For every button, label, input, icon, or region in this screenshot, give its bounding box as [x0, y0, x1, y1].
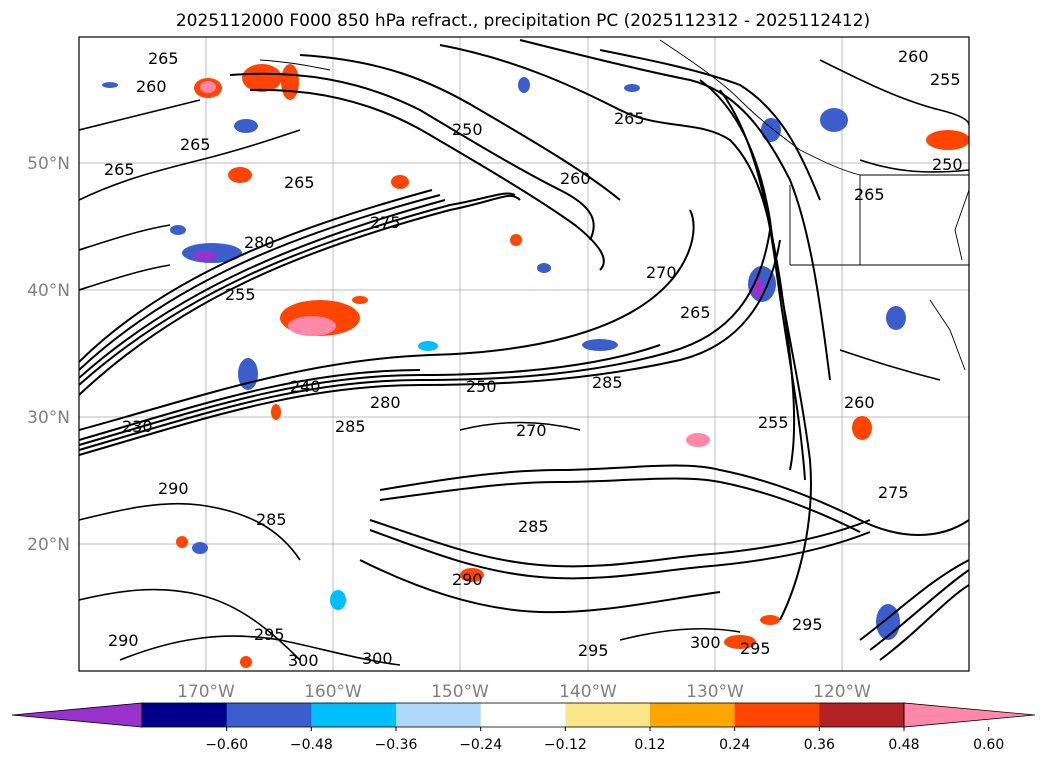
- colorbar-segment: [142, 703, 228, 727]
- colorbar-tick-label: −0.48: [290, 737, 333, 753]
- contour-label: 270: [646, 263, 677, 282]
- contour-label: 290: [452, 570, 483, 589]
- contour-label: 300: [288, 651, 319, 670]
- colorbar-tick-label: 0.48: [888, 737, 919, 753]
- contour-label: 260: [136, 77, 167, 96]
- contour-label: 280: [244, 233, 275, 252]
- contour-label: 265: [680, 303, 711, 322]
- lon-label: 170°W: [177, 682, 235, 702]
- latitude-labels: 50°N 40°N 30°N 20°N: [27, 154, 70, 555]
- colorbar-tick-label: 0.36: [804, 737, 835, 753]
- contour-label: 250: [932, 155, 963, 174]
- colorbar-tick-label: −0.36: [375, 737, 418, 753]
- contour-label: 300: [690, 633, 721, 652]
- colorbar-segment: [311, 703, 397, 727]
- colorbar-extend-max: [903, 702, 1036, 728]
- colorbar-tick-label: 0.12: [634, 737, 665, 753]
- contour-label: 265: [180, 135, 211, 154]
- contour-label: 295: [578, 641, 609, 660]
- contour-label: 275: [878, 483, 909, 502]
- lat-label: 20°N: [27, 535, 70, 555]
- lon-label: 150°W: [431, 682, 489, 702]
- lon-label: 160°W: [304, 682, 362, 702]
- chart-title: 2025112000 F000 850 hPa refract., precip…: [176, 11, 870, 31]
- contour-label: 295: [792, 615, 823, 634]
- contour-label: 255: [758, 413, 789, 432]
- contour-label: 280: [370, 393, 401, 412]
- colorbar-segment: [226, 703, 312, 727]
- contour-label: 260: [898, 47, 929, 66]
- refractivity-contours: [79, 39, 969, 666]
- map-frame: [78, 36, 970, 672]
- colorbar-segment: [650, 703, 736, 727]
- contour-label: 290: [158, 479, 189, 498]
- contour-label: 250: [466, 377, 497, 396]
- contour-label: 300: [362, 649, 393, 668]
- lon-label: 120°W: [813, 682, 871, 702]
- colorbar-tick-label: 0.60: [973, 737, 1004, 753]
- contour-label: 275: [370, 213, 401, 232]
- contour-labels: 265 260 265 265 265 250 265 260 255 250 …: [104, 47, 963, 670]
- lon-label: 140°W: [559, 682, 617, 702]
- map-area: [79, 37, 969, 671]
- colorbar-tick-label: 0.24: [719, 737, 750, 753]
- contour-label: 260: [844, 393, 875, 412]
- colorbar-tick-label: −0.12: [544, 737, 587, 753]
- contour-label: 265: [104, 160, 135, 179]
- colorbar-segment: [565, 703, 651, 727]
- contour-label: 260: [560, 169, 591, 188]
- contour-label: 285: [335, 417, 366, 436]
- contour-label: 265: [148, 49, 179, 68]
- colorbar: [11, 702, 1036, 728]
- lat-label: 50°N: [27, 154, 70, 174]
- contour-label: 290: [108, 631, 139, 650]
- map-content: 265 260 265 265 265 250 265 260 255 250 …: [79, 37, 969, 671]
- contour-label: 240: [290, 377, 321, 396]
- contour-label: 230: [122, 417, 153, 436]
- contour-label: 265: [854, 185, 885, 204]
- lon-label: 130°W: [686, 682, 744, 702]
- colorbar-segment: [819, 703, 905, 727]
- contour-label: 255: [225, 285, 256, 304]
- contour-label: 270: [516, 421, 547, 440]
- colorbar-tick-labels: −0.60 −0.48 −0.36 −0.24 −0.12 0.12 0.24 0.36 0.4…: [205, 727, 1004, 753]
- contour-label: 255: [930, 70, 961, 89]
- coastlines: [259, 39, 969, 371]
- contour-label: 285: [518, 517, 549, 536]
- colorbar-tick-label: −0.24: [459, 737, 502, 753]
- contour-label: 295: [254, 625, 285, 644]
- colorbar-tick-label: −0.60: [205, 737, 248, 753]
- colorbar-extend-min: [11, 702, 143, 728]
- contour-label: 250: [452, 120, 483, 139]
- colorbar-segment: [734, 703, 820, 727]
- lat-label: 40°N: [27, 281, 70, 301]
- contour-label: 285: [256, 510, 287, 529]
- contour-label: 295: [740, 639, 771, 658]
- precip-shading: [102, 64, 969, 668]
- colorbar-segment: [396, 703, 482, 727]
- colorbar-segment: [480, 703, 566, 727]
- lat-label: 30°N: [27, 408, 70, 428]
- contour-label: 285: [592, 373, 623, 392]
- contour-label: 265: [284, 173, 315, 192]
- longitude-labels: 170°W 160°W 150°W 140°W 130°W 120°W: [177, 682, 871, 702]
- colorbar-frame: [141, 702, 905, 728]
- contour-label: 265: [614, 109, 645, 128]
